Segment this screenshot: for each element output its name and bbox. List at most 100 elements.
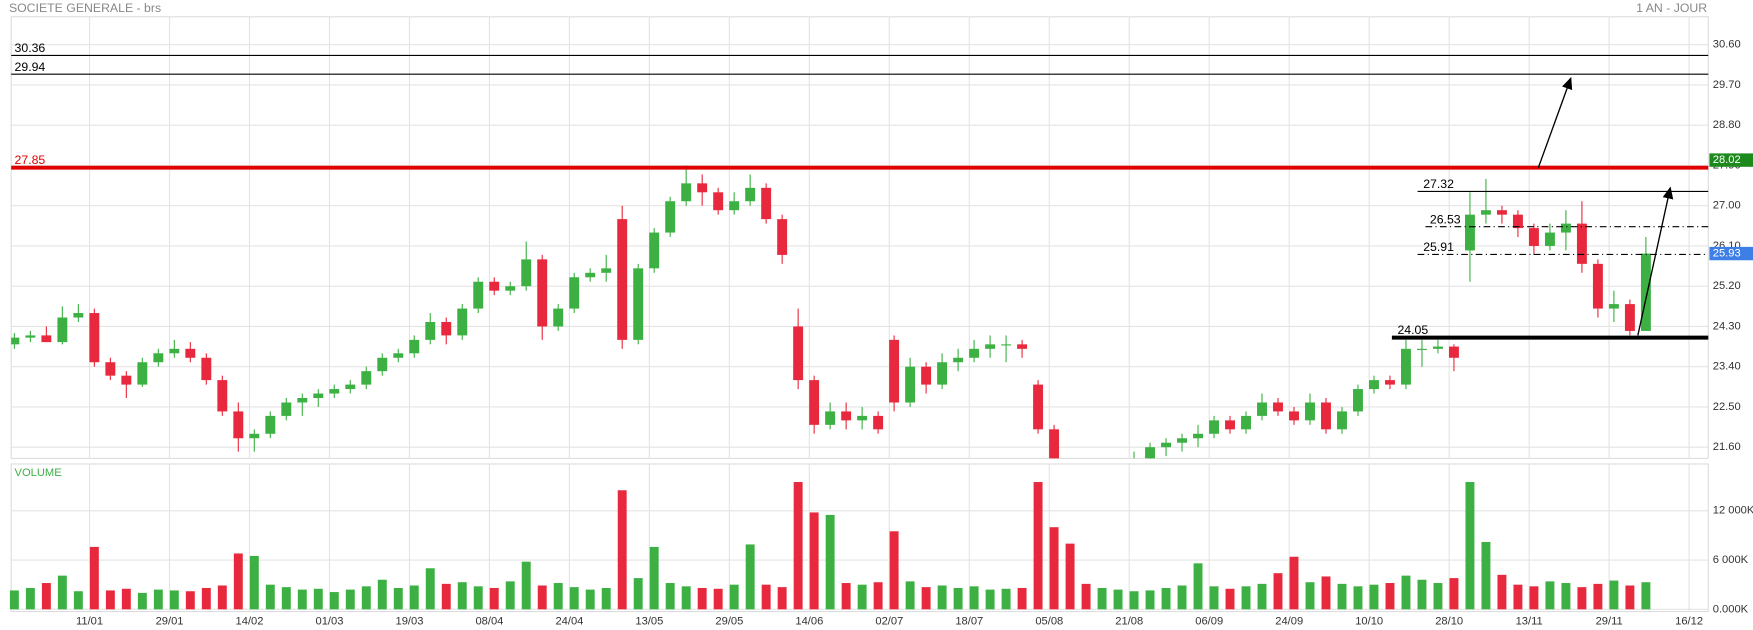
volume-bar — [793, 482, 803, 610]
candle-body — [409, 339, 420, 354]
volume-bar — [377, 579, 387, 610]
volume-bar — [345, 589, 355, 610]
volume-bar — [121, 588, 131, 610]
y-tick-label: 24.30 — [1713, 320, 1741, 332]
volume-bar — [1625, 585, 1635, 610]
candle-body — [1608, 304, 1619, 309]
volume-bar — [473, 586, 483, 610]
candle-body — [41, 335, 52, 343]
volume-bar — [393, 587, 403, 610]
candle-body — [249, 433, 260, 439]
volume-bar — [1241, 586, 1251, 610]
candle-body — [617, 219, 628, 340]
candle-body — [649, 232, 660, 269]
level-label: 26.53 — [1430, 212, 1461, 226]
volume-bar — [41, 583, 51, 610]
candle-body — [1640, 253, 1651, 331]
candle-body — [1097, 492, 1107, 501]
x-tick-label: 29/11 — [1596, 616, 1623, 628]
candle-body — [601, 268, 612, 273]
y-tick-label: 28.80 — [1713, 119, 1741, 131]
y-tick-label: 25.20 — [1713, 280, 1741, 292]
volume-bar — [1545, 581, 1555, 610]
candle-body — [425, 321, 436, 340]
volume-bar — [1641, 582, 1651, 610]
volume-bar — [873, 582, 883, 610]
volume-bar — [25, 587, 35, 610]
volume-bar — [601, 587, 611, 610]
arrow — [1537, 77, 1573, 168]
x-tick-label: 29/05 — [715, 616, 743, 628]
volume-bars — [9, 482, 1651, 610]
candle-body — [585, 272, 596, 278]
volume-bar — [569, 587, 579, 610]
volume-bar — [537, 585, 547, 610]
candle-body — [825, 411, 836, 425]
x-tick-label: 10/10 — [1355, 616, 1383, 628]
volume-bar — [265, 584, 275, 610]
price-marker — [1709, 153, 1753, 167]
candle-body — [1193, 433, 1203, 439]
volume-bar — [1001, 588, 1011, 610]
volume-tick-label: 6 000K — [1713, 554, 1749, 566]
volume-bar — [1609, 580, 1619, 610]
volume-bar — [665, 583, 675, 610]
candle-body — [457, 308, 468, 336]
volume-bar — [1305, 582, 1315, 610]
candle-body — [1113, 483, 1123, 492]
price-marker-label: 25.93 — [1713, 248, 1741, 260]
volume-bar — [969, 586, 979, 610]
candle-body — [1433, 346, 1443, 349]
volume-bar — [185, 591, 195, 610]
volume-bar — [1433, 583, 1443, 610]
volume-bar — [857, 584, 867, 610]
volume-bar — [73, 591, 83, 610]
x-tick-label: 02/07 — [875, 616, 903, 628]
volume-bar — [297, 589, 307, 610]
volume-bar — [521, 561, 531, 610]
volume-bar — [1577, 587, 1587, 610]
volume-bar — [57, 575, 67, 610]
candle-body — [729, 201, 740, 211]
candle-body — [1225, 420, 1235, 430]
volume-bar — [1289, 556, 1299, 610]
volume-bar — [697, 587, 707, 610]
candle-body — [329, 389, 340, 394]
volume-bar — [729, 584, 739, 610]
volume-bar — [169, 590, 179, 610]
volume-bar — [313, 588, 323, 610]
x-tick-label: 21/08 — [1115, 616, 1143, 628]
candle-body — [1417, 348, 1427, 350]
candle-body — [633, 268, 644, 340]
candle-body — [265, 415, 276, 434]
candle-body — [1161, 442, 1171, 448]
candle-body — [921, 366, 932, 385]
level-label: 27.32 — [1423, 177, 1454, 191]
candle-body — [1624, 304, 1635, 331]
y-tick-label: 22.50 — [1713, 401, 1741, 413]
candle-body — [665, 201, 676, 233]
volume-bar — [1017, 587, 1027, 610]
candle-body — [1496, 210, 1507, 215]
candle-body — [969, 348, 980, 358]
candle-body — [777, 219, 788, 255]
volume-bar — [1417, 579, 1427, 610]
candle-body — [1049, 429, 1060, 459]
volume-bar — [1193, 563, 1203, 610]
candle-body — [1512, 214, 1523, 229]
volume-bar — [953, 587, 963, 610]
volume-bar — [329, 592, 339, 610]
volume-title: VOLUME — [15, 467, 62, 479]
candle-body — [937, 362, 948, 385]
volume-bar — [1593, 583, 1603, 610]
level-label: 24.05 — [1397, 323, 1428, 337]
volume-bar — [1321, 576, 1331, 610]
candle-body — [1480, 210, 1491, 215]
candle-body — [57, 317, 68, 343]
x-tick-label: 06/09 — [1195, 616, 1223, 628]
candle-body — [473, 281, 484, 309]
volume-bar — [1209, 586, 1219, 610]
volume-bar — [985, 589, 995, 610]
